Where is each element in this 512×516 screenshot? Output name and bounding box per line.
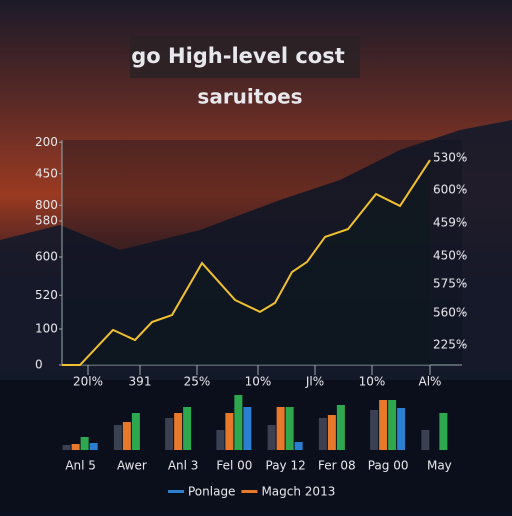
x-tick-label: 391 <box>129 375 152 389</box>
bar <box>379 400 388 450</box>
bar <box>397 408 406 450</box>
x-tick-label: Fer 08 <box>318 459 356 473</box>
x-tick-label: 10% <box>245 375 272 389</box>
x-tick-label: 10% <box>359 375 386 389</box>
y-tick-label: 520 <box>35 288 58 302</box>
legend-label: Ponlage <box>188 485 235 499</box>
bar <box>183 407 192 450</box>
y-tick-label: 100 <box>35 322 58 336</box>
x-tick-label: Pag 00 <box>368 459 409 473</box>
bar <box>131 413 140 450</box>
bar <box>336 405 345 450</box>
y2-tick-label: 560% <box>433 306 467 320</box>
bar <box>174 413 183 450</box>
y2-tick-label: 600% <box>433 182 467 196</box>
bar <box>327 415 336 450</box>
bar <box>370 410 379 450</box>
y-tick-label: 450 <box>35 166 58 180</box>
y2-tick-label: 530% <box>433 151 467 165</box>
x-tick-label: May <box>427 459 452 473</box>
y2-tick-label: 450% <box>433 249 467 263</box>
bar <box>71 444 80 450</box>
x-tick-label: Awer <box>117 459 147 473</box>
y-tick-label: 0 <box>35 358 43 372</box>
y-tick-label: 580 <box>35 214 58 228</box>
x-tick-label: 20l% <box>73 375 103 389</box>
bar <box>294 442 303 450</box>
bar <box>122 422 131 450</box>
x-tick-label: Pay 12 <box>266 459 306 473</box>
line-area <box>62 160 430 365</box>
bar <box>267 425 276 450</box>
legend-label: Magch 2013 <box>261 485 335 499</box>
legend-swatch <box>241 490 258 493</box>
y2-tick-label: 225% <box>433 337 467 351</box>
bar <box>285 407 294 450</box>
y-tick-label: 800 <box>35 198 58 212</box>
y2-tick-label: 459% <box>433 216 467 230</box>
chart-title: go High-level cost <box>131 44 345 68</box>
bar <box>276 407 285 450</box>
title-box <box>130 36 360 78</box>
bar <box>89 443 98 450</box>
legend-swatch <box>168 490 184 493</box>
y2-tick-label: 575% <box>433 277 467 291</box>
x-tick-label: Al% <box>419 375 442 389</box>
x-tick-label: Fel 00 <box>216 459 252 473</box>
bar <box>80 437 89 450</box>
bar <box>234 395 243 450</box>
x-tick-label: Anl 3 <box>168 459 199 473</box>
bar <box>439 413 448 450</box>
bar <box>243 407 252 450</box>
x-tick-label: 25% <box>184 375 211 389</box>
x-tick-label: Anl 5 <box>65 459 96 473</box>
bar <box>318 418 327 450</box>
bar <box>216 430 225 450</box>
bar <box>165 418 174 450</box>
y-tick-label: 600 <box>35 250 58 264</box>
bar <box>62 445 71 450</box>
bar <box>421 430 430 450</box>
chart-subtitle: saruitoes <box>197 85 302 109</box>
bar <box>388 400 397 450</box>
y-tick-label: 200 <box>35 135 58 149</box>
line <box>62 159 431 366</box>
x-tick-label: Jl% <box>305 375 324 389</box>
bar <box>225 413 234 450</box>
bar <box>113 425 122 450</box>
